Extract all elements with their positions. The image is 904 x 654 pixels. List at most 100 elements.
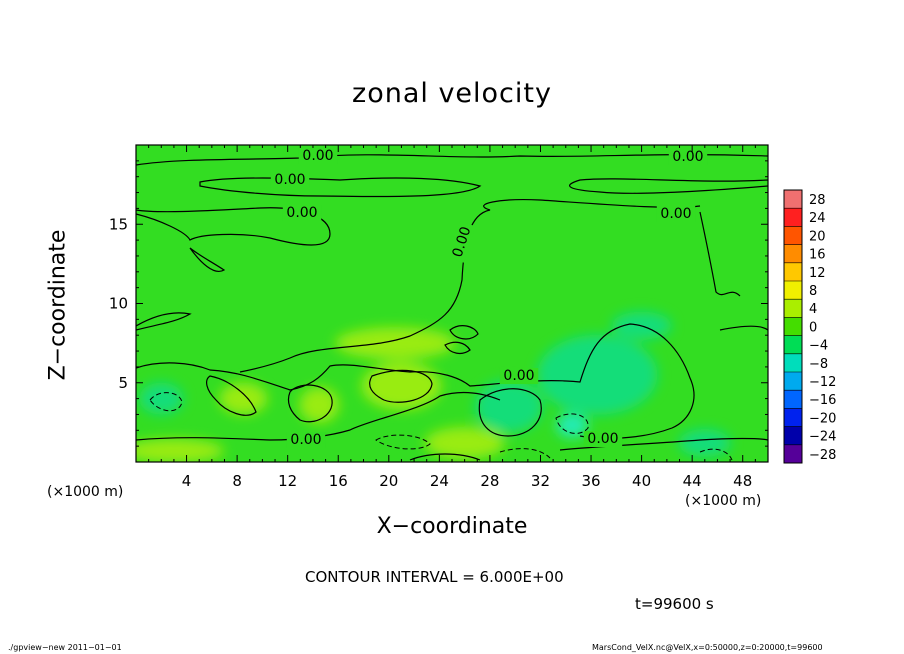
colorbar-swatch [784, 262, 802, 282]
y-axis: 5 10 15 [109, 160, 768, 447]
contour-line [409, 453, 481, 461]
colorbar-label: 12 [809, 266, 826, 281]
colorbar-frame [783, 189, 803, 464]
colorbar-label: 4 [809, 302, 817, 317]
contour-line [719, 325, 768, 331]
x-tick-label: 4 [182, 472, 192, 490]
contour-line [555, 413, 589, 434]
colorbar-swatch [784, 226, 802, 246]
x-unit-label-left: (×1000 m) [47, 484, 124, 500]
contour-label-bg [298, 148, 338, 164]
contour-label-bg [499, 368, 539, 384]
colorbar-label: 24 [809, 211, 826, 226]
field-patch [136, 438, 224, 462]
footer-source: MarsCond_VelX.nc@VelX,x=0:50000,z=0:2000… [592, 643, 823, 652]
field-patch [361, 361, 442, 410]
colorbar-swatch [784, 208, 802, 227]
contour-label: 0.00 [290, 432, 321, 448]
x-tick-label: 28 [480, 472, 499, 490]
colorbar-label: 20 [809, 229, 826, 244]
contour-label-bg [286, 432, 326, 448]
x-tick-label: 12 [278, 472, 297, 490]
contour-label: 0.00 [672, 149, 703, 165]
x-tick-label: 8 [232, 472, 242, 490]
contour-line [239, 199, 701, 373]
contour-label: 0.00 [302, 148, 333, 164]
colorbar-label: 8 [809, 284, 817, 299]
y-axis-label: Z−coordinate [45, 229, 71, 381]
contour-line [136, 312, 192, 331]
contour-line [449, 325, 479, 340]
contour-line [136, 207, 331, 246]
x-tick-label: 24 [430, 472, 449, 490]
contour-labels: 0.000.000.000.000.000.000.000.00 0.00 [270, 148, 708, 448]
contour-line [478, 388, 542, 437]
field-patch [556, 413, 589, 438]
colorbar-label: −16 [809, 393, 836, 408]
field-patch [335, 327, 456, 360]
footer-program: ./gpview−new 2011−01−01 [8, 643, 122, 652]
colorbar-label: 28 [809, 193, 826, 208]
colorbar: 28 24 20 16 12 8 4 0 −4 −8 −12 −16 −20 −24 −28 [783, 189, 836, 464]
x-axis: 4 8 12 16 20 24 28 32 36 40 44 48 [148, 145, 756, 490]
contour-label: 0.00 [286, 205, 317, 221]
contour-line [136, 323, 695, 439]
field-patch [219, 382, 268, 415]
contour-label-bg [282, 205, 322, 221]
contour-line [569, 178, 768, 194]
x-tick-label: 20 [379, 472, 398, 490]
contour-interval-text: CONTOUR INTERVAL = 6.000E+00 [305, 568, 564, 586]
x-tick-label: 36 [581, 472, 600, 490]
colorbar-swatch [784, 353, 802, 373]
colorbar-swatch [784, 244, 802, 264]
contour-line [699, 448, 733, 461]
contour-label: 0.00 [503, 368, 534, 384]
colorbar-swatch [784, 408, 802, 428]
x-tick-label: 32 [531, 472, 550, 490]
contour-label-bg [656, 206, 696, 222]
contour-label: 0.00 [587, 431, 618, 447]
colorbar-swatch [784, 426, 802, 446]
contour-label-bg [448, 221, 476, 263]
colorbar-label: −4 [809, 339, 828, 354]
y-tick-label: 5 [118, 374, 128, 392]
colorbar-label: −24 [809, 430, 836, 445]
colorbar-label: −28 [809, 448, 836, 463]
negative-contour-lines [149, 392, 733, 461]
contour-label-bg [668, 149, 708, 165]
colorbar-swatch [784, 317, 802, 337]
x-axis-label: X−coordinate [376, 514, 528, 539]
contour-label-bg [583, 431, 623, 447]
colorbar-swatch [784, 390, 802, 409]
x-unit-label-right: (×1000 m) [685, 493, 762, 509]
contour-line [444, 341, 471, 355]
x-tick-label: 48 [733, 472, 752, 490]
chart-title: zonal velocity [352, 78, 552, 109]
contour-label: 0.00 [274, 172, 305, 188]
field-patch [474, 380, 543, 433]
contour-line [499, 448, 551, 459]
colorbar-swatch [784, 444, 802, 464]
contour-line [136, 153, 768, 166]
x-tick-label: 16 [329, 472, 348, 490]
contour-line [369, 369, 433, 403]
colorbar-label: 16 [809, 248, 826, 263]
contour-line [287, 384, 333, 423]
field-patch [299, 386, 340, 423]
x-tick-label: 40 [632, 472, 651, 490]
contour-label-bg [270, 172, 310, 188]
time-label: t=99600 s [635, 595, 714, 613]
colorbar-swatch [784, 281, 802, 300]
colorbar-label: 0 [809, 320, 817, 335]
field-patch [424, 426, 505, 459]
colorbar-swatch [784, 190, 802, 209]
contour-line [136, 391, 501, 441]
colorbar-swatch [784, 372, 802, 391]
colorbar-label: −8 [809, 357, 828, 372]
contour-line [189, 247, 226, 272]
field-patch [537, 334, 658, 415]
colorbar-label: −12 [809, 375, 836, 390]
contour-line [149, 392, 183, 412]
colorbar-swatch [784, 335, 802, 355]
